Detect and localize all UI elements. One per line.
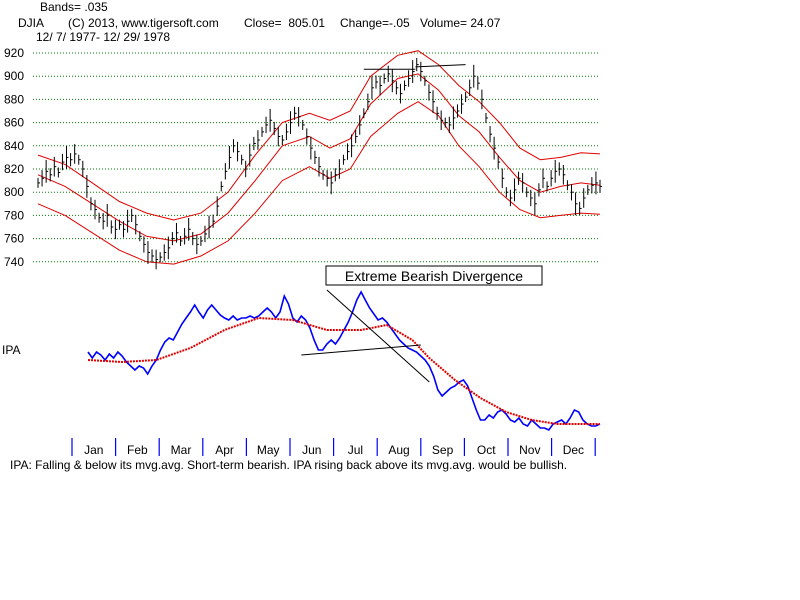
ipa-axis-label: IPA: [2, 343, 20, 357]
price-tick-label: 800: [4, 185, 24, 199]
price-tick-label: 740: [4, 255, 24, 269]
volume-label: Volume= 24.07: [420, 16, 501, 30]
price-tick-label: 840: [4, 139, 24, 153]
month-label: Jun: [302, 443, 321, 457]
close-label: Close= 805.01: [244, 16, 326, 30]
ipa-trend-line: [301, 344, 421, 356]
price-tick-label: 880: [4, 92, 24, 106]
band-line: [37, 101, 601, 265]
month-label: May: [257, 443, 280, 457]
month-label: Aug: [388, 443, 409, 457]
bands-label: Bands= .035: [40, 0, 108, 14]
price-tick-label: 760: [4, 232, 24, 246]
change-label: Change=-.05: [340, 16, 410, 30]
divergence-annotation-box: [325, 265, 543, 286]
ipa-panel: Extreme Bearish Divergence IPA: [2, 265, 601, 432]
divergence-annotation-text: Extreme Bearish Divergence: [345, 268, 523, 284]
copyright-label: (C) 2013, www.tigersoft.com: [68, 16, 219, 30]
ipa-trend-line: [326, 289, 430, 383]
price-tick-label: 860: [4, 116, 24, 130]
price-panel: 920 900 880 860 840 820 800 780 760 740: [4, 46, 602, 270]
month-label: Jul: [348, 443, 363, 457]
ipa-line: [87, 290, 601, 432]
price-trend-line: [415, 64, 466, 68]
band-line: [37, 73, 601, 242]
month-label: Apr: [215, 443, 234, 457]
month-label: Jan: [84, 443, 103, 457]
date-range-label: 12/ 7/ 1977- 12/ 29/ 1978: [36, 30, 171, 44]
month-label: Mar: [171, 443, 192, 457]
month-label: Nov: [519, 443, 540, 457]
price-tick-label: 780: [4, 208, 24, 222]
ipa-moving-average-line: [87, 316, 600, 425]
month-label: Dec: [563, 443, 584, 457]
month-axis: Jan Feb Mar Apr May Jun Jul Aug Sep Oct Nov Dec: [71, 438, 596, 457]
month-label: Feb: [127, 443, 148, 457]
footer-note: IPA: Falling & below its mvg.avg. Short-…: [10, 458, 568, 472]
price-tick-label: 820: [4, 162, 24, 176]
price-tick-label: 900: [4, 69, 24, 83]
month-label: Oct: [477, 443, 496, 457]
month-label: Sep: [432, 443, 454, 457]
band-line: [37, 50, 601, 221]
symbol-label: DJIA: [18, 16, 45, 30]
price-tick-label: 920: [4, 46, 24, 60]
